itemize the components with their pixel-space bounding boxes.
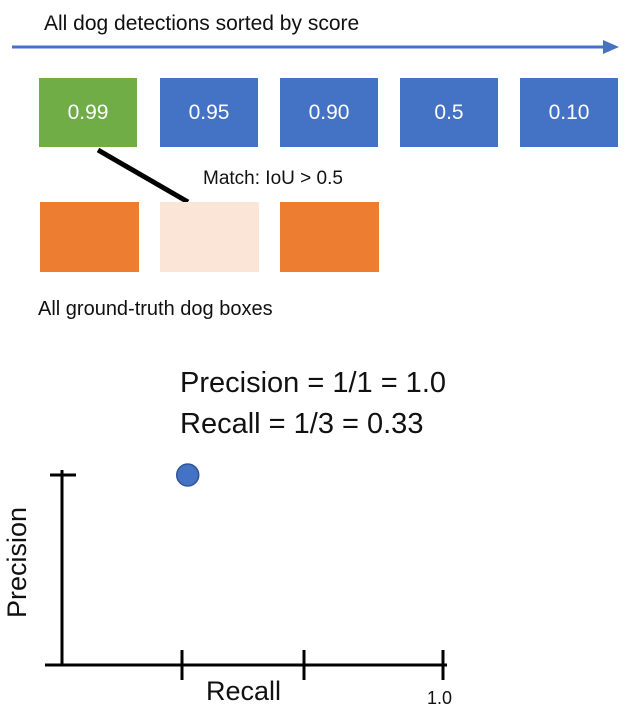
detection-score: 0.10	[548, 100, 590, 124]
precision-formula: Precision = 1/1 = 1.0	[180, 367, 446, 399]
detection-box: 0.99	[39, 78, 137, 147]
detection-box: 0.90	[280, 78, 378, 147]
x-axis-label: Recall	[206, 676, 282, 706]
score-order-arrow	[12, 40, 619, 54]
recall-formula: Recall = 1/3 = 0.33	[180, 408, 424, 440]
x-max-tick-label: 1.0	[427, 688, 453, 708]
ground-truth-box	[280, 202, 379, 272]
detection-box: 0.5	[400, 78, 498, 147]
ground-truth-box	[40, 202, 139, 272]
detection-score: 0.90	[308, 100, 350, 124]
match-line	[96, 147, 190, 205]
arrow-head	[603, 40, 619, 54]
detections-title: All dog detections sorted by score	[44, 12, 360, 35]
ground-truth-label: All ground-truth dog boxes	[38, 298, 273, 320]
match-connector	[96, 147, 190, 205]
detection-score: 0.99	[67, 100, 109, 124]
match-label: Match: IoU > 0.5	[203, 168, 343, 189]
detection-score: 0.95	[188, 100, 230, 124]
detection-box: 0.95	[160, 78, 258, 147]
pr-point	[175, 463, 200, 487]
ground-truth-box-matched	[160, 202, 259, 272]
detection-box: 0.10	[520, 78, 618, 147]
detection-score: 0.5	[434, 100, 464, 124]
y-axis-label: Precision	[2, 506, 32, 618]
